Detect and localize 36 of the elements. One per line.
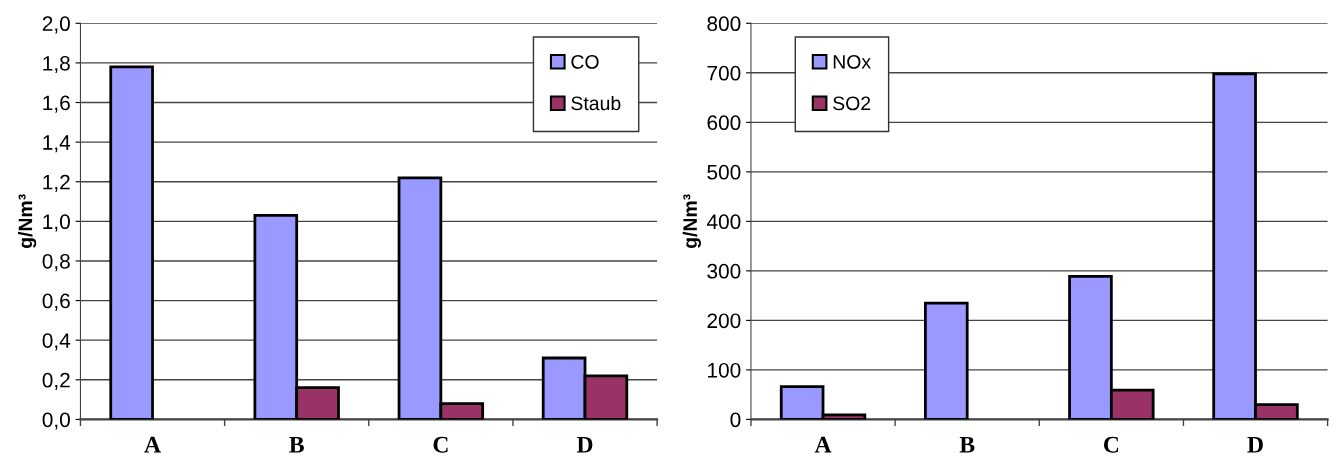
y-tick-label: 1,0 [43,214,70,232]
bar [109,65,154,420]
legend-label: CO [571,55,599,69]
x-tick-label: D [1247,436,1263,453]
x-tick-label: C [1103,436,1119,453]
bar [924,301,969,420]
y-tick-label: 0,8 [42,253,70,272]
legend-label: SO2 [833,96,871,111]
legend-label: Staub [571,95,621,111]
x-tick-label: B [959,436,975,453]
y-tick-label: 300 [707,263,741,279]
y-tick-label: 100 [708,362,741,378]
y-tick-label: 0,2 [42,372,70,390]
x-tick-label: B [289,436,304,453]
y-tick-label: 0,4 [42,333,71,351]
y-tick-label: 1,4 [43,135,71,153]
legend-label: NOx [833,55,871,69]
y-tick-label: 400 [706,214,741,230]
y-tick-label: 0,6 [42,293,70,311]
y-tick-label: 0,0 [42,412,70,430]
y-axis-title: g/Nm³ [682,194,701,249]
y-tick-label: 1,8 [43,55,70,74]
y-tick-label: 200 [707,313,741,329]
y-tick-label: 2,0 [42,16,70,34]
x-tick-label: A [144,436,161,453]
y-tick-label: 700 [707,65,741,81]
y-tick-label: 600 [707,115,741,131]
y-tick-label: 1,2 [43,174,70,192]
x-tick-label: C [433,436,448,453]
y-axis-title: g/Nm³ [18,194,37,249]
x-tick-label: A [814,436,832,453]
y-tick-label: 500 [707,164,741,180]
y-tick-label: 800 [707,16,741,32]
y-tick-label: 0 [730,412,741,428]
x-tick-label: D [576,436,593,453]
y-tick-label: 1,6 [43,95,70,113]
